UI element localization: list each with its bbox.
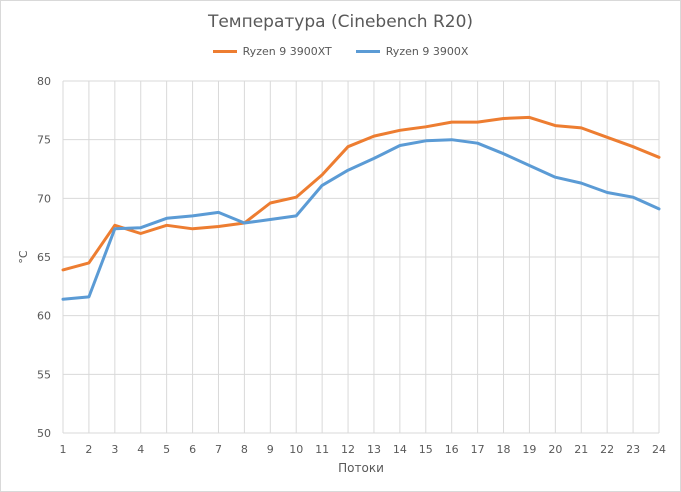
x-tick-label: 19 bbox=[522, 443, 536, 456]
chart-legend: Ryzen 9 3900XT Ryzen 9 3900X bbox=[1, 45, 680, 58]
x-tick-label: 11 bbox=[315, 443, 329, 456]
y-tick-label: 55 bbox=[37, 368, 51, 381]
x-tick-label: 3 bbox=[111, 443, 118, 456]
y-tick-label: 50 bbox=[37, 427, 51, 440]
x-tick-label: 20 bbox=[548, 443, 562, 456]
y-tick-label: 65 bbox=[37, 251, 51, 264]
chart-title: Температура (Cinebench R20) bbox=[207, 12, 474, 32]
y-tick-label: 80 bbox=[37, 75, 51, 88]
x-tick-label: 23 bbox=[626, 443, 640, 456]
x-tick-label: 16 bbox=[445, 443, 459, 456]
x-tick-label: 6 bbox=[189, 443, 196, 456]
x-tick-label: 7 bbox=[215, 443, 222, 456]
legend-label-series-1: Ryzen 9 3900X bbox=[385, 45, 469, 58]
x-tick-label: 5 bbox=[163, 443, 170, 456]
x-tick-label: 1 bbox=[60, 443, 67, 456]
series-line-1 bbox=[61, 138, 661, 301]
x-tick-label: 17 bbox=[471, 443, 485, 456]
y-axis-title: °C bbox=[17, 250, 30, 264]
x-tick-label: 4 bbox=[137, 443, 144, 456]
legend-swatch-series-0 bbox=[212, 50, 237, 53]
x-tick-label: 24 bbox=[652, 443, 666, 456]
y-tick-label: 60 bbox=[37, 310, 51, 323]
legend-swatch-series-1 bbox=[355, 50, 380, 53]
x-tick-label: 13 bbox=[367, 443, 381, 456]
legend-label-series-0: Ryzen 9 3900XT bbox=[242, 45, 332, 58]
x-tick-label: 12 bbox=[341, 443, 355, 456]
x-tick-label: 9 bbox=[267, 443, 274, 456]
y-tick-label: 75 bbox=[37, 134, 51, 147]
legend-item-series-1: Ryzen 9 3900X bbox=[355, 45, 469, 58]
x-tick-label: 14 bbox=[393, 443, 407, 456]
x-tick-label: 21 bbox=[574, 443, 588, 456]
series-line-0 bbox=[61, 115, 661, 272]
y-tick-label: 70 bbox=[37, 192, 51, 205]
x-tick-label: 18 bbox=[497, 443, 511, 456]
x-tick-label: 15 bbox=[419, 443, 433, 456]
legend-item-series-0: Ryzen 9 3900XT bbox=[212, 45, 332, 58]
x-axis-title: Потоки bbox=[338, 461, 384, 475]
x-tick-label: 10 bbox=[289, 443, 303, 456]
x-tick-label: 2 bbox=[85, 443, 92, 456]
x-tick-label: 8 bbox=[241, 443, 248, 456]
x-tick-label: 22 bbox=[600, 443, 614, 456]
